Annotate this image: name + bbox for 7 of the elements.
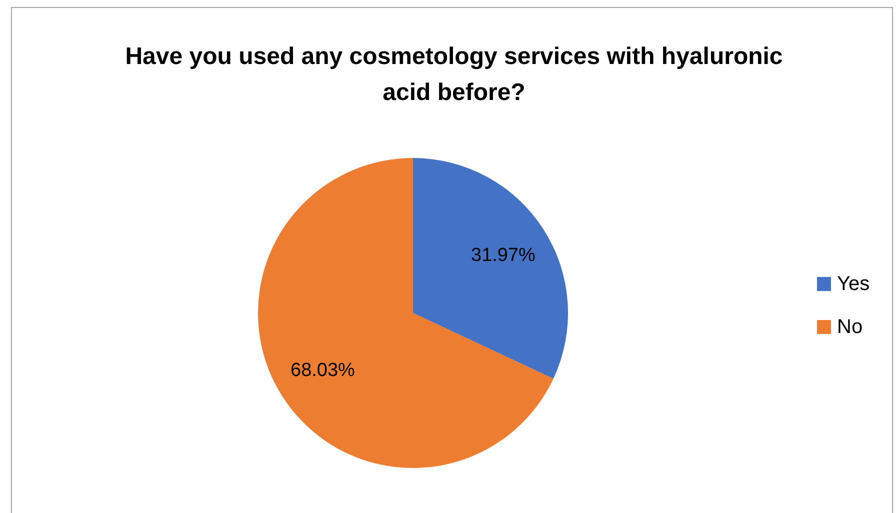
chart-title: Have you used any cosmetology services with hyaluronic acid before? xyxy=(124,42,784,108)
pie-slice xyxy=(413,158,568,379)
legend-label: Yes xyxy=(837,272,870,296)
legend-label: No xyxy=(837,316,863,338)
data-label: 31.97% xyxy=(471,245,536,266)
data-label: 68.03% xyxy=(290,360,356,381)
pie-slice xyxy=(258,158,554,468)
